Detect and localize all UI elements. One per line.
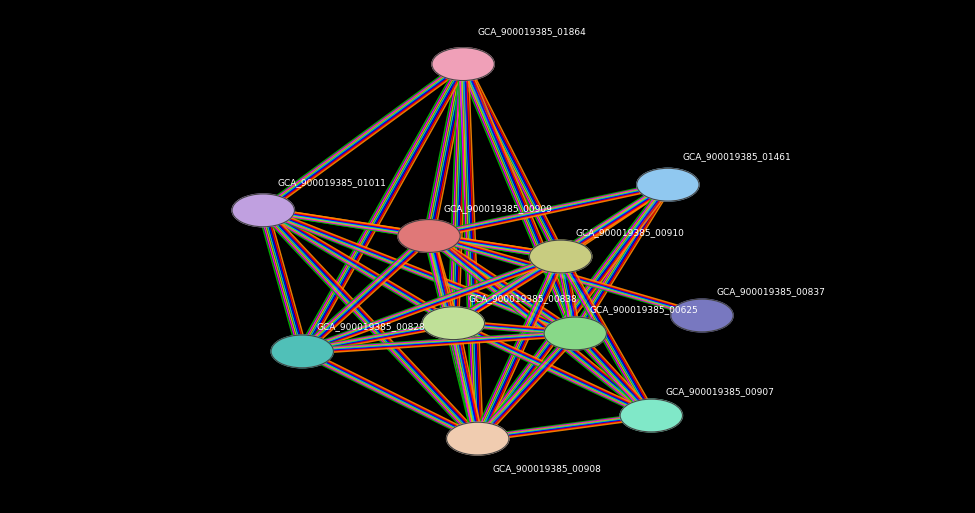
Circle shape: [637, 168, 699, 201]
Circle shape: [432, 48, 494, 81]
Text: GCA_900019385_00625: GCA_900019385_00625: [590, 305, 699, 314]
Circle shape: [671, 299, 733, 332]
Text: GCA_900019385_01461: GCA_900019385_01461: [682, 152, 792, 162]
Text: GCA_900019385_00908: GCA_900019385_00908: [492, 464, 602, 473]
Circle shape: [232, 194, 294, 227]
Text: GCA_900019385_00909: GCA_900019385_00909: [444, 204, 553, 213]
Circle shape: [398, 220, 460, 252]
Text: GCA_900019385_00828: GCA_900019385_00828: [317, 322, 426, 331]
Circle shape: [271, 335, 333, 368]
Circle shape: [529, 240, 592, 273]
Circle shape: [620, 399, 682, 432]
Text: GCA_900019385_01011: GCA_900019385_01011: [278, 178, 387, 187]
Text: GCA_900019385_00838: GCA_900019385_00838: [468, 293, 577, 303]
Text: GCA_900019385_01864: GCA_900019385_01864: [478, 27, 587, 36]
Text: GCA_900019385_00907: GCA_900019385_00907: [666, 387, 775, 396]
Circle shape: [544, 317, 606, 350]
Text: GCA_900019385_00837: GCA_900019385_00837: [717, 287, 826, 296]
Circle shape: [447, 422, 509, 455]
Circle shape: [422, 307, 485, 340]
Text: GCA_900019385_00910: GCA_900019385_00910: [575, 228, 684, 237]
